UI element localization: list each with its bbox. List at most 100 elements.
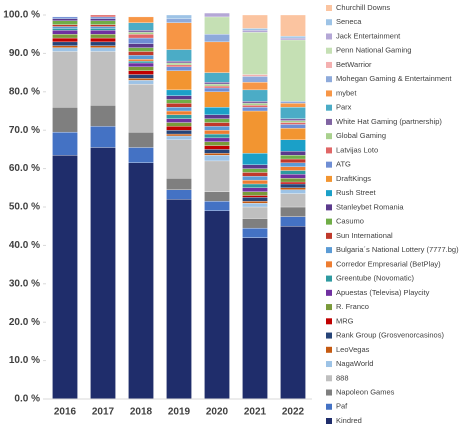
legend-swatch <box>326 175 332 182</box>
bar-segment <box>242 89 268 102</box>
bar-segment <box>128 147 154 163</box>
legend-swatch <box>326 61 332 68</box>
bar-segment <box>204 34 230 43</box>
bar-segment <box>166 110 192 115</box>
bar-segment <box>128 55 154 60</box>
bar-segment <box>242 101 268 104</box>
bar-segment <box>128 62 154 67</box>
bar-segment <box>166 22 192 50</box>
bar-segment <box>204 91 230 108</box>
bar-segment <box>128 78 154 81</box>
bar-segment <box>166 118 192 123</box>
legend-swatch <box>326 247 332 254</box>
bar-segment <box>128 66 154 71</box>
bar-segment <box>52 30 78 35</box>
legend-label: Rank Group (Grosvenorcasinos) <box>336 331 444 340</box>
y-tick-label: 10.0 % <box>9 355 40 366</box>
bar-segment <box>52 131 78 156</box>
bar-segment <box>242 74 268 77</box>
bar-segment <box>280 162 306 167</box>
legend-swatch <box>326 218 332 225</box>
bar-segment <box>128 70 154 75</box>
bar-segment <box>90 37 116 43</box>
legend-label: Apuestas (Televisa) Playcity <box>336 288 430 297</box>
legend-label: Casumo <box>336 217 364 226</box>
bar-segment <box>242 237 268 400</box>
bar-segment <box>90 147 116 400</box>
bar-segment <box>242 197 268 202</box>
legend-swatch <box>326 19 332 26</box>
bar-segment <box>242 179 268 185</box>
bar-segment <box>128 47 154 52</box>
legend-swatch <box>326 5 332 11</box>
bar-segment <box>242 187 268 192</box>
y-tick-label: 50.0 % <box>9 202 40 213</box>
bar-segment <box>128 30 154 33</box>
bar-segment <box>166 14 192 19</box>
bar-segment <box>166 135 192 140</box>
legend-label: R. Franco <box>336 302 369 311</box>
bar-segment <box>52 26 78 29</box>
bar-segment <box>166 95 192 100</box>
bar-segment <box>204 153 230 156</box>
legend-label: Mohegan Gaming & Entertainment <box>336 74 452 83</box>
legend-swatch <box>326 304 332 311</box>
bar-segment <box>90 34 116 39</box>
bar-segment <box>242 218 268 229</box>
bar-segment <box>166 178 192 190</box>
x-tick-label: 2022 <box>282 407 305 418</box>
legend-swatch <box>326 133 332 140</box>
legend-swatch <box>326 403 332 410</box>
bar-segment <box>90 45 116 48</box>
bar-segment <box>52 37 78 43</box>
bar-segment <box>128 60 154 64</box>
bar-segment <box>166 189 192 200</box>
bar-segment <box>166 122 192 127</box>
bar-segment <box>242 201 268 204</box>
y-tick-label: 80.0 % <box>9 86 40 97</box>
bar-segment <box>166 126 192 131</box>
bar-segment <box>280 118 306 121</box>
bar-segment <box>242 82 268 91</box>
bar-segment <box>280 128 306 140</box>
bar-segment <box>204 155 230 162</box>
bar-segment <box>166 49 192 62</box>
x-tick-label: 2018 <box>130 407 153 418</box>
bar-segment <box>128 37 154 44</box>
bar-segment <box>166 64 192 67</box>
bar-segment <box>280 170 306 175</box>
bar-segment <box>128 162 154 400</box>
legend-swatch <box>326 118 332 125</box>
bar-segment <box>280 216 306 227</box>
bar-segment <box>204 145 230 150</box>
bar-segment <box>204 16 230 35</box>
legend-label: LeoVegas <box>336 345 370 354</box>
bar-segment <box>52 24 78 27</box>
legend-swatch <box>326 47 332 54</box>
legend-label: Stanleybet Romania <box>336 202 404 211</box>
bar-segment <box>280 122 306 125</box>
bar-segment <box>128 83 154 133</box>
x-tick-label: 2021 <box>244 407 267 418</box>
bar-segment <box>204 137 230 142</box>
y-tick-label: 30.0 % <box>9 278 40 289</box>
bar-segment <box>90 18 116 21</box>
bar-segment <box>280 166 306 171</box>
legend-label: Bulgaria´s National Lottery (7777.bg) <box>336 245 459 254</box>
bar-segment <box>204 133 230 139</box>
bar-segment <box>166 130 192 135</box>
bar-segment <box>166 139 192 179</box>
bar-segment <box>128 74 154 79</box>
bar-segment <box>242 103 268 106</box>
bar-segment <box>204 130 230 135</box>
bar-segment <box>204 107 230 115</box>
bar-segment <box>204 118 230 123</box>
bar-segment <box>204 87 230 92</box>
bar-segment <box>128 22 154 31</box>
legend-swatch <box>326 33 332 40</box>
bar-segment <box>204 41 230 73</box>
bar-segment <box>242 195 268 198</box>
bar-segment <box>128 32 154 35</box>
bar-segment <box>280 37 306 41</box>
bar-segment <box>204 82 230 85</box>
